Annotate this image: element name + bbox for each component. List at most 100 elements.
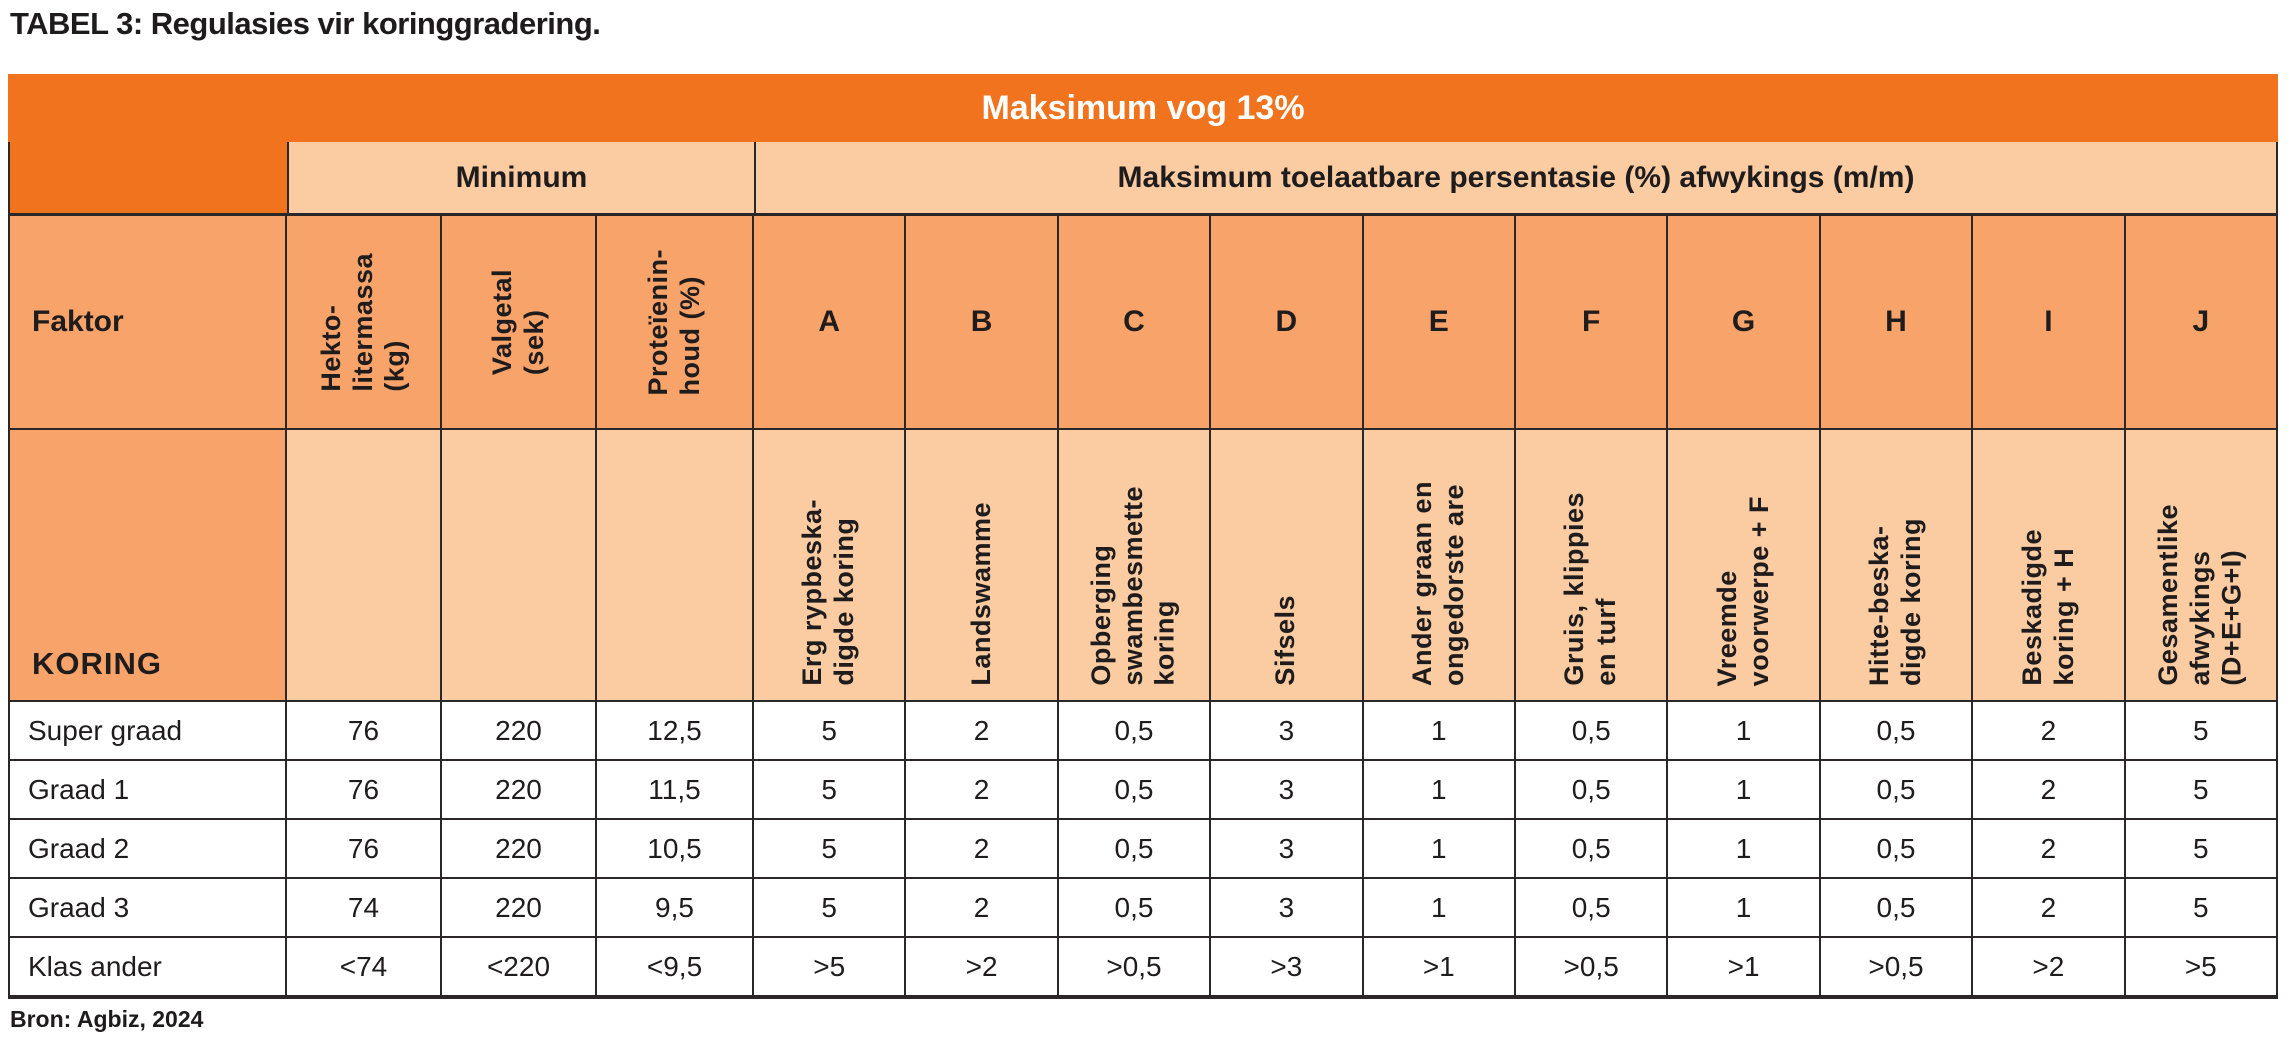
grade-value-cell-12: >5 bbox=[2125, 938, 2276, 995]
grade-value-cell-4: >2 bbox=[906, 938, 1057, 995]
minimum-column-header-0-label: Hekto- litermassa (kg) bbox=[315, 252, 410, 392]
grade-value-cell-9: 1 bbox=[1668, 879, 1819, 936]
moisture-header-band: Maksimum vog 13% bbox=[8, 74, 2278, 142]
deviation-description-I-label: Beskadigde koring + H bbox=[2016, 529, 2079, 686]
grade-value-cell-9: 1 bbox=[1668, 702, 1819, 759]
deviation-description-J: Gesamentlike afwykings (D+E+G+I) bbox=[2125, 430, 2276, 700]
source-note: Bron: Agbiz, 2024 bbox=[10, 1006, 204, 1032]
deviation-letter-F: F bbox=[1515, 216, 1667, 428]
grade-value-cell-5: 0,5 bbox=[1058, 702, 1210, 759]
grade-value-cell-3: 5 bbox=[754, 702, 905, 759]
grade-value-cell-11: 2 bbox=[1973, 820, 2124, 877]
grade-value-cell-1: 220 bbox=[442, 702, 595, 759]
deviation-letter-G: G bbox=[1668, 216, 1819, 428]
deviation-description-H-label: Hitte-beska- digde koring bbox=[1864, 518, 1926, 686]
deviation-description-F: Gruis, klippies en turf bbox=[1515, 430, 1667, 700]
grade-value-cell-6: 3 bbox=[1211, 761, 1362, 818]
deviation-letter-A: A bbox=[754, 216, 905, 428]
grade-value-cell-0: 76 bbox=[287, 761, 440, 818]
page-title: TABEL 3: Regulasies vir koringgradering. bbox=[10, 6, 601, 41]
grade-row-label: Klas ander bbox=[10, 938, 285, 995]
deviation-letter-C: C bbox=[1058, 216, 1210, 428]
grade-value-cell-2: <9,5 bbox=[597, 938, 752, 995]
grade-value-cell-0: 76 bbox=[287, 820, 440, 877]
grading-table: Maksimum vog 13% Minimum Maksimum toelaa… bbox=[8, 74, 2278, 999]
grade-value-cell-9: >1 bbox=[1668, 938, 1819, 995]
deviation-description-H: Hitte-beska- digde koring bbox=[1820, 430, 1972, 700]
moisture-header-label: Maksimum vog 13% bbox=[981, 88, 1305, 127]
minimum-column-header-1-label: Valgetal (sek) bbox=[486, 268, 549, 376]
grade-value-cell-7: 1 bbox=[1363, 761, 1514, 818]
deviations-group-label: Maksimum toelaatbare persentasie (%) afw… bbox=[1117, 160, 1915, 194]
grade-value-cell-7: 1 bbox=[1363, 820, 1514, 877]
grade-value-cell-1: 220 bbox=[442, 879, 595, 936]
grade-value-cell-2: 12,5 bbox=[597, 702, 752, 759]
deviation-description-C-label: Opberging swambesmette koring bbox=[1086, 486, 1180, 686]
grade-value-cell-3: 5 bbox=[754, 879, 905, 936]
grade-value-cell-0: 76 bbox=[287, 702, 440, 759]
grade-value-cell-11: 2 bbox=[1973, 879, 2124, 936]
grade-value-cell-1: 220 bbox=[442, 761, 595, 818]
grade-value-cell-8: 0,5 bbox=[1515, 820, 1667, 877]
grade-value-cell-2: 9,5 bbox=[597, 879, 752, 936]
grade-value-cell-12: 5 bbox=[2125, 879, 2276, 936]
grade-value-cell-3: >5 bbox=[754, 938, 905, 995]
deviation-description-E: Ander graan en ongedorste are bbox=[1363, 430, 1514, 700]
deviation-description-A-label: Erg rypbeska- digde koring bbox=[797, 499, 860, 686]
grade-value-cell-4: 2 bbox=[906, 820, 1057, 877]
grade-value-cell-10: 0,5 bbox=[1820, 879, 1972, 936]
deviation-description-G-label: Vreemde voorwerpe + F bbox=[1711, 495, 1774, 686]
grade-value-cell-10: 0,5 bbox=[1820, 761, 1972, 818]
minimum-column-header-0: Hekto- litermassa (kg) bbox=[287, 216, 440, 428]
empty-cell-0 bbox=[287, 430, 440, 700]
grade-value-cell-7: 1 bbox=[1363, 702, 1514, 759]
deviation-description-I: Beskadigde koring + H bbox=[1973, 430, 2124, 700]
empty-cell-1 bbox=[442, 430, 595, 700]
deviation-description-C: Opberging swambesmette koring bbox=[1058, 430, 1210, 700]
deviation-letter-I: I bbox=[1973, 216, 2124, 428]
deviation-description-D-label: Sifsels bbox=[1270, 595, 1301, 686]
deviation-description-J-label: Gesamentlike afwykings (D+E+G+I) bbox=[2153, 504, 2247, 686]
grade-value-cell-11: 2 bbox=[1973, 702, 2124, 759]
grade-value-cell-5: 0,5 bbox=[1058, 820, 1210, 877]
grade-value-cell-4: 2 bbox=[906, 702, 1057, 759]
grade-value-cell-0: <74 bbox=[287, 938, 440, 995]
grade-value-cell-5: >0,5 bbox=[1058, 938, 1210, 995]
grade-value-cell-3: 5 bbox=[754, 761, 905, 818]
grade-value-cell-10: 0,5 bbox=[1820, 702, 1972, 759]
deviation-description-F-label: Gruis, klippies en turf bbox=[1559, 492, 1622, 686]
grade-value-cell-6: 3 bbox=[1211, 820, 1362, 877]
deviation-description-D: Sifsels bbox=[1211, 430, 1362, 700]
grade-value-cell-8: >0,5 bbox=[1515, 938, 1667, 995]
grade-value-cell-1: 220 bbox=[442, 820, 595, 877]
grade-value-cell-4: 2 bbox=[906, 761, 1057, 818]
deviations-group-header: Maksimum toelaatbare persentasie (%) afw… bbox=[754, 142, 2276, 213]
grade-value-cell-8: 0,5 bbox=[1515, 761, 1667, 818]
grade-row-label: Super graad bbox=[10, 702, 285, 759]
grade-value-cell-10: 0,5 bbox=[1820, 820, 1972, 877]
grade-value-cell-10: >0,5 bbox=[1820, 938, 1972, 995]
deviation-letter-E: E bbox=[1363, 216, 1514, 428]
grade-value-cell-6: 3 bbox=[1211, 879, 1362, 936]
minimum-group-header: Minimum bbox=[287, 142, 754, 213]
grade-value-cell-9: 1 bbox=[1668, 820, 1819, 877]
grade-value-cell-2: 11,5 bbox=[597, 761, 752, 818]
commodity-header-cell: KORING bbox=[10, 430, 285, 700]
deviation-description-A: Erg rypbeska- digde koring bbox=[754, 430, 905, 700]
grade-value-cell-11: >2 bbox=[1973, 938, 2124, 995]
minimum-group-label: Minimum bbox=[455, 160, 588, 194]
grade-value-cell-1: <220 bbox=[442, 938, 595, 995]
grade-value-cell-12: 5 bbox=[2125, 761, 2276, 818]
deviation-description-B: Landswamme bbox=[906, 430, 1057, 700]
grade-value-cell-0: 74 bbox=[287, 879, 440, 936]
deviation-description-G: Vreemde voorwerpe + F bbox=[1668, 430, 1819, 700]
grade-value-cell-6: 3 bbox=[1211, 702, 1362, 759]
grade-row-label: Graad 1 bbox=[10, 761, 285, 818]
grade-value-cell-4: 2 bbox=[906, 879, 1057, 936]
grade-value-cell-9: 1 bbox=[1668, 761, 1819, 818]
deviation-letter-D: D bbox=[1211, 216, 1362, 428]
grade-value-cell-8: 0,5 bbox=[1515, 879, 1667, 936]
grade-value-cell-12: 5 bbox=[2125, 702, 2276, 759]
grade-value-cell-5: 0,5 bbox=[1058, 761, 1210, 818]
corner-spacer-cell bbox=[10, 142, 287, 213]
